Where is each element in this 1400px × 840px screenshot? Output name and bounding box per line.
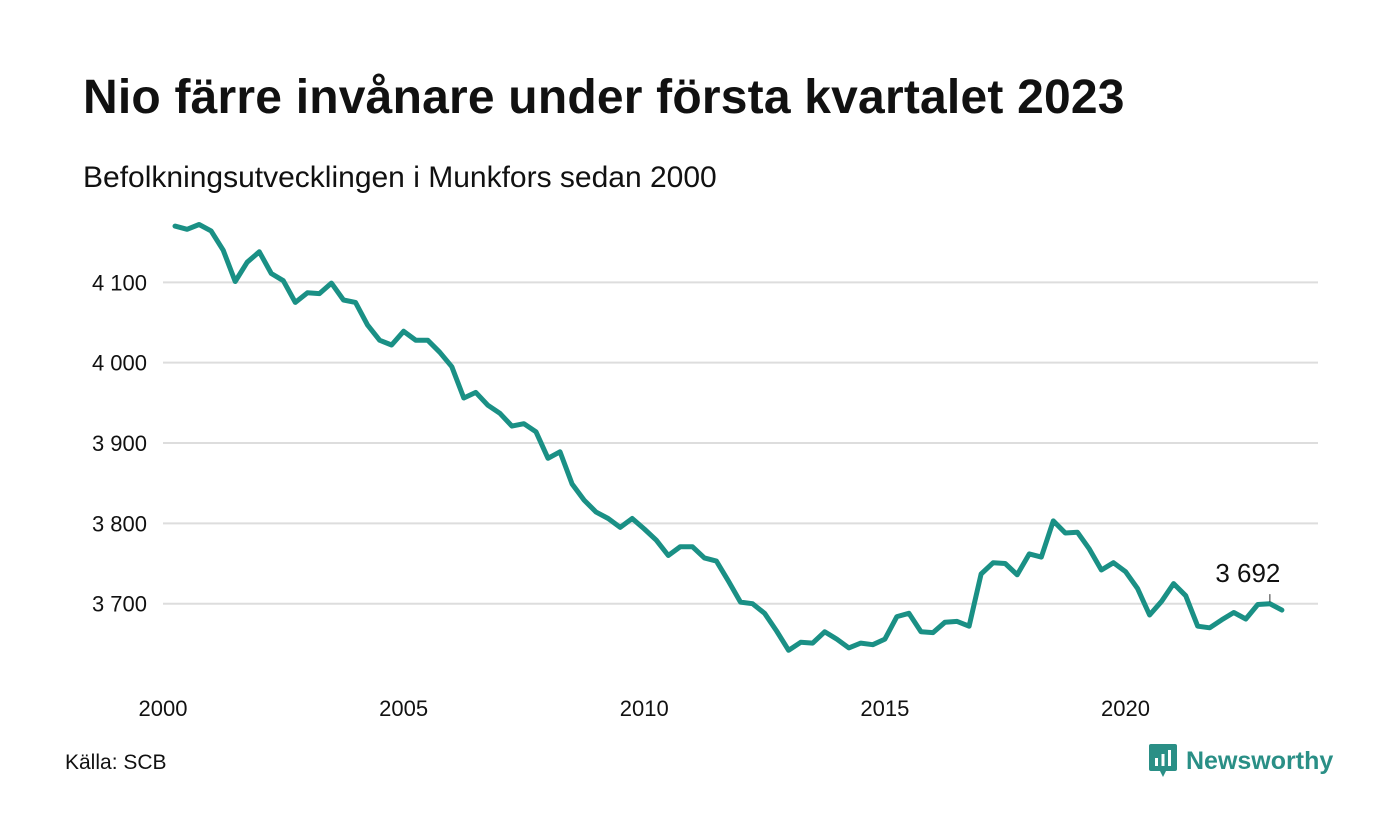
annotation-layer: 3 692 (1215, 558, 1280, 603)
annotation-label: 3 692 (1215, 558, 1280, 588)
series-layer (172, 222, 1285, 653)
x-tick-label: 2010 (620, 696, 669, 721)
y-tick-label: 3 900 (92, 431, 147, 456)
chart-subtitle: Befolkningsutvecklingen i Munkfors sedan… (83, 161, 717, 194)
y-tick-label: 3 700 (92, 592, 147, 617)
source-note: Källa: SCB (65, 751, 167, 774)
brand: Newsworthy (1148, 743, 1333, 779)
y-tick-label: 4 000 (92, 351, 147, 376)
x-tick-label: 2020 (1101, 696, 1150, 721)
chart-title: Nio färre invånare under första kvartale… (83, 71, 1125, 124)
gridlines (163, 281, 1318, 605)
x-axis-tick-labels: 2000 2005 2010 2015 2020 (139, 696, 1150, 721)
y-tick-label: 4 100 (92, 270, 147, 295)
x-tick-label: 2015 (860, 696, 909, 721)
y-tick-label: 3 800 (92, 511, 147, 536)
series-line (172, 222, 1285, 653)
newsworthy-logo-icon (1149, 744, 1177, 777)
brand-name: Newsworthy (1186, 746, 1334, 775)
x-tick-label: 2005 (379, 696, 428, 721)
y-axis-tick-labels: 3 700 3 800 3 900 4 000 4 100 (92, 270, 147, 616)
x-tick-label: 2000 (139, 696, 188, 721)
